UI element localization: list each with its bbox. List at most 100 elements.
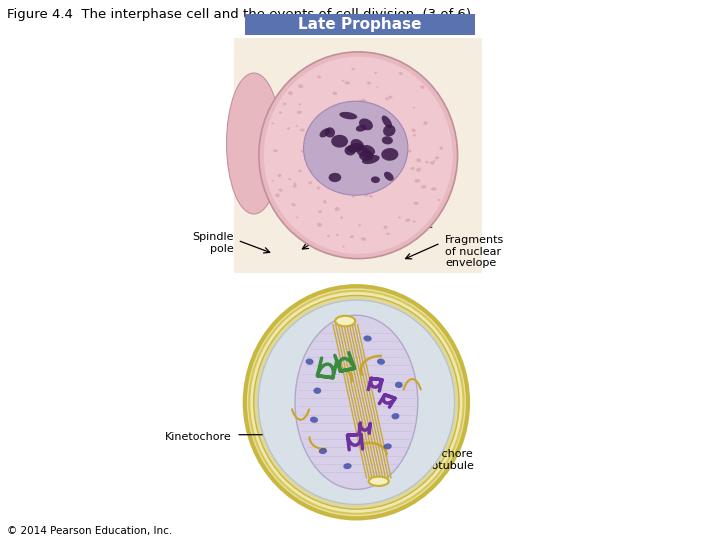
Ellipse shape xyxy=(298,84,303,88)
Ellipse shape xyxy=(345,81,350,84)
Ellipse shape xyxy=(278,174,282,177)
Ellipse shape xyxy=(408,150,412,153)
Ellipse shape xyxy=(321,156,325,159)
Ellipse shape xyxy=(351,68,355,70)
Ellipse shape xyxy=(416,158,421,163)
Ellipse shape xyxy=(299,103,301,105)
Ellipse shape xyxy=(360,117,365,122)
Ellipse shape xyxy=(331,135,348,147)
Ellipse shape xyxy=(382,116,392,128)
Ellipse shape xyxy=(371,177,380,183)
Ellipse shape xyxy=(271,180,274,181)
Ellipse shape xyxy=(279,111,282,114)
Ellipse shape xyxy=(317,222,322,227)
Ellipse shape xyxy=(384,443,392,449)
Ellipse shape xyxy=(397,150,400,152)
Text: © 2014 Pearson Education, Inc.: © 2014 Pearson Education, Inc. xyxy=(7,525,173,536)
Ellipse shape xyxy=(341,216,343,219)
Text: Polar microtubule: Polar microtubule xyxy=(335,219,433,230)
Ellipse shape xyxy=(364,193,369,197)
Ellipse shape xyxy=(362,145,375,155)
FancyBboxPatch shape xyxy=(245,14,475,35)
Ellipse shape xyxy=(316,153,320,157)
Ellipse shape xyxy=(367,186,369,187)
Ellipse shape xyxy=(398,217,401,219)
Ellipse shape xyxy=(304,159,307,160)
Ellipse shape xyxy=(350,235,354,238)
Text: Spindle
pole: Spindle pole xyxy=(192,232,234,254)
Ellipse shape xyxy=(374,72,377,74)
Ellipse shape xyxy=(320,129,330,138)
Ellipse shape xyxy=(323,200,327,204)
Ellipse shape xyxy=(385,97,389,100)
Ellipse shape xyxy=(253,295,459,509)
Ellipse shape xyxy=(339,112,357,119)
Ellipse shape xyxy=(369,477,389,486)
Ellipse shape xyxy=(433,160,436,161)
Ellipse shape xyxy=(323,160,328,164)
Ellipse shape xyxy=(411,129,416,132)
Ellipse shape xyxy=(309,140,312,143)
Ellipse shape xyxy=(382,148,398,161)
Ellipse shape xyxy=(439,147,443,150)
Ellipse shape xyxy=(362,155,379,164)
Ellipse shape xyxy=(384,172,394,181)
Ellipse shape xyxy=(423,122,428,125)
Ellipse shape xyxy=(227,73,282,214)
Ellipse shape xyxy=(364,161,368,165)
Ellipse shape xyxy=(346,113,351,117)
Bar xyxy=(234,38,482,273)
Ellipse shape xyxy=(364,335,372,341)
Ellipse shape xyxy=(335,207,340,211)
Ellipse shape xyxy=(292,203,296,206)
Ellipse shape xyxy=(296,217,298,218)
Ellipse shape xyxy=(375,181,378,184)
Ellipse shape xyxy=(420,85,425,89)
Ellipse shape xyxy=(310,417,318,423)
Ellipse shape xyxy=(342,80,344,82)
Ellipse shape xyxy=(273,149,278,152)
Ellipse shape xyxy=(288,178,292,180)
Ellipse shape xyxy=(296,125,298,127)
Ellipse shape xyxy=(311,124,315,126)
Ellipse shape xyxy=(383,125,395,137)
Ellipse shape xyxy=(387,233,390,235)
Ellipse shape xyxy=(295,315,418,489)
Text: Kinetochore
microtubule: Kinetochore microtubule xyxy=(407,449,474,471)
Ellipse shape xyxy=(392,413,400,420)
Ellipse shape xyxy=(344,146,356,156)
Ellipse shape xyxy=(356,114,360,117)
Ellipse shape xyxy=(399,72,403,75)
Ellipse shape xyxy=(259,52,458,259)
Ellipse shape xyxy=(410,167,415,170)
Ellipse shape xyxy=(298,170,302,172)
Ellipse shape xyxy=(293,183,297,185)
Ellipse shape xyxy=(245,286,468,518)
Ellipse shape xyxy=(297,111,302,114)
Ellipse shape xyxy=(293,185,297,188)
Ellipse shape xyxy=(279,188,282,192)
Ellipse shape xyxy=(359,151,374,161)
Ellipse shape xyxy=(356,125,366,132)
Ellipse shape xyxy=(330,176,335,180)
Ellipse shape xyxy=(342,246,345,247)
Ellipse shape xyxy=(305,156,309,158)
Ellipse shape xyxy=(319,448,327,454)
Ellipse shape xyxy=(343,167,347,170)
Ellipse shape xyxy=(426,161,428,164)
Ellipse shape xyxy=(356,146,371,158)
Ellipse shape xyxy=(363,172,367,175)
Ellipse shape xyxy=(413,134,416,137)
Ellipse shape xyxy=(317,153,322,157)
Text: Kinetochore: Kinetochore xyxy=(165,432,232,442)
Text: Late Prophase: Late Prophase xyxy=(298,17,422,32)
Ellipse shape xyxy=(301,150,305,153)
Ellipse shape xyxy=(271,123,274,124)
Ellipse shape xyxy=(377,359,385,364)
Ellipse shape xyxy=(415,179,420,183)
Ellipse shape xyxy=(343,463,351,469)
Ellipse shape xyxy=(386,114,390,118)
Ellipse shape xyxy=(369,195,373,198)
Ellipse shape xyxy=(317,76,321,78)
Ellipse shape xyxy=(416,167,421,172)
